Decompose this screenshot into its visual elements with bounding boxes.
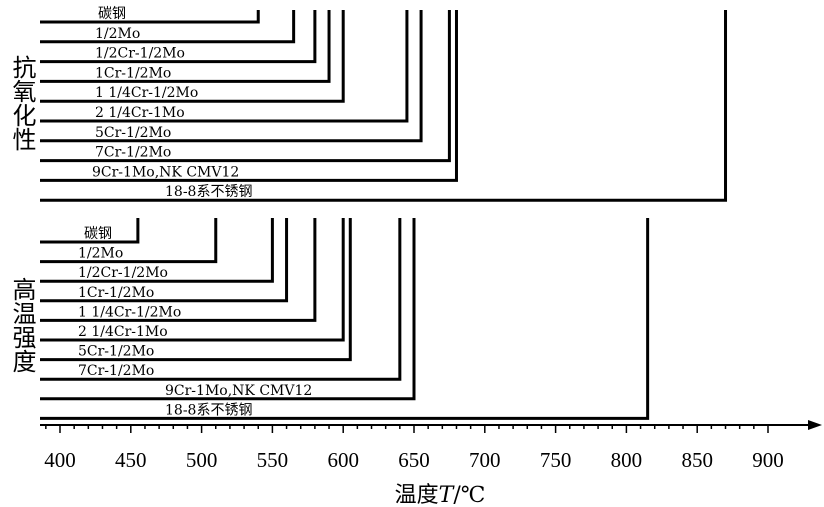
- group-label: 抗氧化性: [8, 55, 36, 151]
- x-axis: 400 450 500 550 600 650 700 750 800 850 900 温度T/℃: [40, 420, 822, 507]
- x-axis-arrow: [808, 420, 822, 430]
- category-label: 1 1/4Cr-1/2Mo: [95, 85, 198, 101]
- category-label: 1/2Mo: [95, 26, 140, 42]
- category-label: 7Cr-1/2Mo: [95, 145, 171, 161]
- bar-0-3: [40, 10, 331, 83]
- x-tick-label: 850: [681, 448, 713, 472]
- bar-0-7: [40, 10, 451, 163]
- x-axis-label-prefix: 温度: [395, 483, 439, 507]
- category-label: 碳钢: [98, 6, 126, 22]
- x-tick-label: 700: [469, 448, 501, 472]
- category-label: 2 1/4Cr-1Mo: [95, 105, 185, 121]
- category-label: 碳钢: [84, 226, 112, 242]
- x-tick-label: 400: [44, 448, 76, 472]
- category-label: 1 1/4Cr-1/2Mo: [78, 304, 181, 320]
- category-label: 1/2Mo: [78, 246, 123, 262]
- category-label: 5Cr-1/2Mo: [78, 344, 154, 360]
- category-label: 1/2Cr-1/2Mo: [95, 46, 185, 62]
- category-label: 1Cr-1/2Mo: [78, 285, 154, 301]
- bar-0-4: [40, 10, 345, 103]
- category-label: 1/2Cr-1/2Mo: [78, 265, 168, 281]
- category-label: 7Cr-1/2Mo: [78, 363, 154, 379]
- category-label: 18-8系不锈钢: [165, 402, 252, 418]
- bar-1-1: [40, 218, 218, 264]
- category-label: 5Cr-1/2Mo: [95, 125, 171, 141]
- x-tick-label: 750: [540, 448, 572, 472]
- bar-1-7: [40, 218, 402, 381]
- bar-1-8: [40, 218, 416, 401]
- x-axis-label-unit: /℃: [453, 483, 485, 507]
- bar-1-3: [40, 218, 289, 303]
- bar-1-9: [40, 218, 650, 420]
- bar-1-2: [40, 218, 274, 283]
- bar-0-5: [40, 10, 409, 123]
- category-label: 2 1/4Cr-1Mo: [78, 324, 168, 340]
- group-label: 高温强度: [8, 277, 36, 373]
- bar-1-5: [40, 218, 345, 342]
- bar-1-0: [40, 218, 140, 244]
- bar-0-0: [40, 10, 260, 24]
- category-label: 1Cr-1/2Mo: [95, 65, 171, 81]
- x-tick-label: 500: [186, 448, 218, 472]
- x-tick-label: 550: [257, 448, 289, 472]
- bar-0-9: [40, 10, 728, 202]
- x-tick-label: 650: [398, 448, 430, 472]
- bar-0-1: [40, 10, 296, 44]
- bar-0-8: [40, 10, 458, 182]
- bar-1-4: [40, 218, 317, 322]
- category-label: 9Cr-1Mo,NK CMV12: [165, 383, 312, 399]
- x-tick-label: 600: [327, 448, 359, 472]
- x-axis-label-var: T: [439, 483, 456, 507]
- category-label: 18-8系不锈钢: [165, 184, 252, 200]
- bars: 碳钢 1/2Mo 1/2Cr-1/2Mo 1Cr-1/2Mo 1 1/4Cr-1/2Mo…: [40, 6, 728, 420]
- x-tick-label: 900: [752, 448, 784, 472]
- x-axis-label: 温度T/℃: [395, 483, 486, 507]
- bar-0-2: [40, 10, 317, 64]
- x-tick-label: 450: [115, 448, 147, 472]
- x-tick-label: 800: [611, 448, 643, 472]
- bar-0-6: [40, 10, 423, 143]
- category-label: 9Cr-1Mo,NK CMV12: [92, 164, 239, 180]
- bar-1-6: [40, 218, 352, 362]
